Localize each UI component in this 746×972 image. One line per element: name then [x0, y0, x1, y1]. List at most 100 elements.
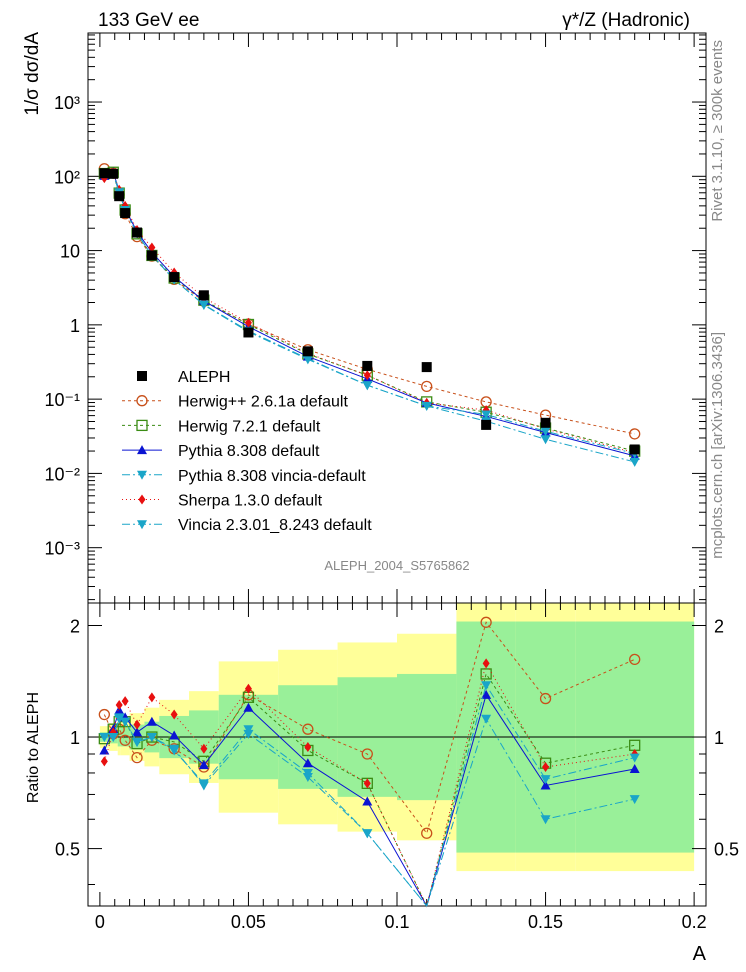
ratio-point-2 [198, 760, 209, 770]
title-right: γ*/Z (Hadronic) [562, 10, 690, 31]
series-line-4 [104, 172, 635, 454]
ratio-tick-label: 1 [714, 728, 724, 748]
series-point-5 [302, 354, 313, 364]
x-tick-label: 0 [95, 912, 105, 932]
ratio-point-5 [302, 768, 313, 778]
legend-label-2: Pythia 8.308 default [178, 443, 320, 460]
ratio-point-5 [243, 725, 254, 735]
series-point-5 [198, 300, 209, 310]
legend-marker-2 [137, 445, 147, 455]
series-point-3 [540, 435, 551, 445]
ratio-point-4 [304, 742, 312, 753]
data-point [198, 290, 209, 301]
ratio-point-5 [362, 829, 373, 839]
data-point [302, 346, 313, 357]
legend-marker-data [137, 371, 147, 381]
series-line-5 [104, 172, 635, 455]
main-plot: 10⁻³ 10⁻² 10⁻¹ 1 10 10² 10³ [44, 32, 707, 604]
data-point [481, 419, 492, 430]
ratio-point-5 [481, 681, 492, 691]
ratio-point-5 [169, 746, 180, 756]
y-tick-label: 10 [60, 242, 80, 262]
series-point-3 [629, 457, 640, 467]
ratio-point-0 [98, 708, 110, 721]
ratio-tick-label: 2 [714, 616, 724, 636]
legend-label-5: Vincia 2.3.01_8.243 default [178, 517, 372, 534]
ratio-tick-label: 0.5 [55, 840, 80, 860]
ratio-point-4 [170, 709, 178, 720]
ratio-point-2 [169, 730, 180, 740]
side-label-bottom: mcplots.cern.ch [arXiv:1306.3436] [709, 332, 726, 559]
ratio-point-2 [362, 796, 373, 806]
ratio-point-2 [243, 702, 254, 712]
legend-label-4: Sherpa 1.3.0 default [178, 493, 323, 510]
x-tick-label: 0.1 [384, 912, 409, 932]
legend: ALEPH Herwig++ 2.6.1a default Herwig 7.2.1… [122, 369, 372, 534]
ratio-point-5 [146, 733, 157, 743]
x-axis-label: A [693, 943, 707, 965]
legend-label-0: Herwig++ 2.6.1a default [178, 394, 348, 411]
ratio-point-3 [629, 795, 640, 805]
data-point [146, 250, 157, 261]
ratio-y-axis-label: Ratio to ALEPH [25, 692, 42, 803]
ratio-tick-label: 0.5 [714, 840, 739, 860]
ratio-point-4 [100, 756, 108, 767]
y-tick-label: 1 [70, 316, 80, 336]
ratio-point-5 [132, 737, 143, 747]
ratio-point-2 [481, 689, 492, 699]
watermark: ALEPH_2004_S5765862 [324, 558, 469, 573]
y-tick-label: 10³ [54, 93, 80, 113]
series-point-5 [421, 401, 432, 411]
data-point [108, 168, 119, 179]
y-tick-label: 10⁻² [44, 464, 80, 484]
data-point [99, 168, 110, 179]
ratio-point-4 [200, 743, 208, 754]
data-point [243, 327, 254, 338]
series-point-0 [629, 428, 641, 440]
ratio-point-0 [131, 751, 143, 764]
ratio-point-0 [421, 827, 433, 839]
series-point-5 [362, 381, 373, 391]
ratio-point-4 [133, 719, 141, 730]
ratio-point-4 [482, 658, 490, 669]
ratio-point-3 [540, 815, 551, 825]
y-axis-label: 1/σ dσ/dA [22, 32, 43, 116]
ratio-point-4 [148, 692, 156, 703]
ratio-point-2 [629, 763, 640, 773]
series-point-5 [481, 410, 492, 420]
ratio-point-4 [363, 778, 371, 789]
ratio-point-5 [198, 779, 209, 789]
ratio-point-5 [99, 733, 110, 743]
data-point [421, 362, 432, 373]
legend-label-1: Herwig 7.2.1 default [178, 418, 321, 435]
legend-label-3: Pythia 8.308 vincia-default [178, 468, 366, 485]
series-point-4 [244, 317, 252, 328]
ratio-point-0 [361, 748, 373, 760]
ratio-point-2 [302, 758, 313, 768]
ratio-tick-label: 1 [70, 728, 80, 748]
data-point [132, 227, 143, 238]
legend-marker-0 [136, 395, 148, 407]
ratio-point-3 [481, 714, 492, 724]
ratio-point-0 [302, 723, 314, 735]
ratio-point-5 [108, 733, 119, 743]
y-tick-label: 10⁻³ [44, 539, 80, 559]
ratio-tick-label: 2 [70, 616, 80, 636]
data-point [114, 191, 125, 202]
ratio-point-1 [480, 668, 492, 680]
x-tick-label: 0.05 [231, 912, 266, 932]
ratio-plot: 0 0.05 0.1 0.15 0.2 0.5 0.5 1 1 2 2 [55, 602, 739, 932]
ratio-point-0 [480, 616, 492, 628]
data-point [540, 417, 551, 428]
ratio-point-4 [121, 696, 129, 707]
series-point-5 [540, 427, 551, 437]
ratio-point-2 [132, 727, 143, 737]
x-tick-label: 0.15 [528, 912, 563, 932]
side-label-top: Rivet 3.1.10, ≥ 300k events [709, 40, 726, 222]
x-tick-label: 0.2 [682, 912, 707, 932]
series-line-2 [104, 171, 635, 457]
data-point [629, 444, 640, 455]
ratio-point-5 [629, 753, 640, 763]
ratio-point-4 [115, 700, 123, 711]
series-point-4 [148, 242, 156, 253]
